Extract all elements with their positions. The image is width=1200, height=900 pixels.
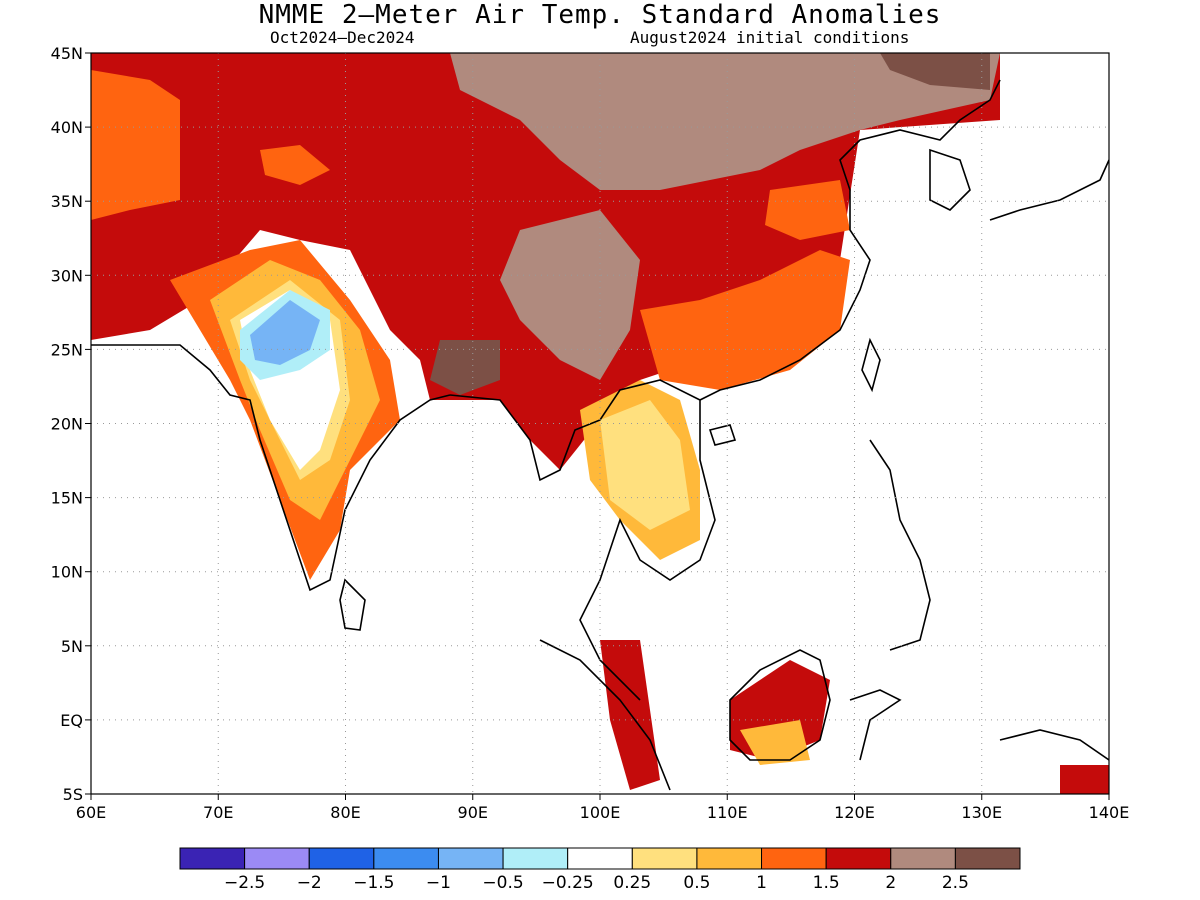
lon-tick-label: 140E	[1089, 803, 1130, 822]
legend-label: −2.5	[224, 873, 265, 893]
coastline-japan	[989, 159, 1109, 221]
lon-tick-label: 70E	[203, 803, 233, 822]
lat-tick-label: 5N	[61, 637, 83, 656]
lon-tick-label: 100E	[580, 803, 621, 822]
forecast-period: Oct2024–Dec2024	[270, 28, 415, 47]
anomaly-region-dark-brown	[880, 53, 990, 90]
legend-swatch	[502, 847, 569, 870]
anomaly-region-light-blue	[250, 300, 320, 365]
legend-swatch	[631, 847, 698, 870]
legend-label: −0.5	[482, 873, 523, 893]
legend-label: 0.5	[683, 873, 710, 893]
legend-label: 1.5	[813, 873, 840, 893]
anomaly-region-brown-tibet	[500, 210, 640, 380]
lat-tick-label: 10N	[51, 563, 83, 582]
legend-swatch	[696, 847, 763, 870]
coastline-newguinea	[999, 729, 1109, 761]
legend-swatch	[437, 847, 504, 870]
lat-tick-label: EQ	[60, 711, 83, 730]
legend-label: 1	[756, 873, 767, 893]
lat-tick-label: 5S	[63, 785, 83, 804]
coastline-china	[699, 79, 1001, 401]
legend-swatch	[244, 847, 310, 870]
legend-swatch	[954, 847, 1021, 870]
legend-swatch	[890, 847, 956, 870]
anomaly-region-sumatra-red	[600, 640, 660, 790]
coastline-srilanka	[339, 578, 366, 631]
lon-tick-label: 60E	[76, 803, 106, 822]
coastline-philippines	[869, 439, 931, 651]
coastline-sumatra	[539, 639, 671, 791]
legend-label: −0.25	[542, 873, 594, 893]
lon-tick-label: 120E	[834, 803, 875, 822]
coastline-india	[91, 344, 451, 592]
map-title: NMME 2–Meter Air Temp. Standard Anomalie…	[258, 0, 942, 30]
anomaly-region-borneo-orange	[740, 720, 810, 765]
legend-swatch	[825, 847, 892, 870]
anomaly-region-orange-north	[260, 145, 330, 185]
coastline-korea	[929, 148, 971, 211]
anomaly-region-orange-west	[91, 70, 180, 220]
coastline-taiwan	[861, 337, 881, 393]
legend-swatch	[761, 847, 827, 870]
coastline-borneo	[729, 649, 831, 761]
legend-swatch	[308, 847, 375, 870]
initial-conditions: August2024 initial conditions	[630, 28, 910, 47]
lat-tick-label: 20N	[51, 415, 83, 434]
anomaly-region-orange-east	[765, 180, 850, 240]
legend-label: −2	[297, 873, 322, 893]
lat-tick-label: 40N	[51, 118, 83, 137]
coastline-indochina	[449, 379, 716, 701]
anomaly-region-brown	[450, 53, 1000, 190]
legend-label: −1.5	[353, 873, 394, 893]
anomaly-region-dark-brown-bangladesh	[430, 340, 500, 395]
lon-tick-label: 80E	[330, 803, 360, 822]
anomaly-region-newguinea-red	[1060, 765, 1109, 794]
lon-tick-label: 110E	[707, 803, 748, 822]
legend-swatch	[179, 847, 246, 870]
legend-label: 2.5	[942, 873, 969, 893]
legend-label: 0.25	[613, 873, 651, 893]
lat-tick-label: 30N	[51, 266, 83, 285]
legend-label: 2	[885, 873, 896, 893]
lat-tick-label: 25N	[51, 340, 83, 359]
legend-swatch	[567, 847, 633, 870]
lon-tick-label: 130E	[961, 803, 1002, 822]
lat-tick-label: 15N	[51, 489, 83, 508]
lat-tick-label: 35N	[51, 192, 83, 211]
lon-tick-label: 90E	[458, 803, 488, 822]
lat-tick-label: 45N	[51, 44, 83, 63]
legend-label: −1	[426, 873, 451, 893]
coastline-hainan	[708, 424, 737, 446]
legend-swatch	[373, 847, 439, 870]
coastline-sulawesi	[849, 689, 902, 761]
anomaly-region-orange-china	[640, 250, 850, 390]
